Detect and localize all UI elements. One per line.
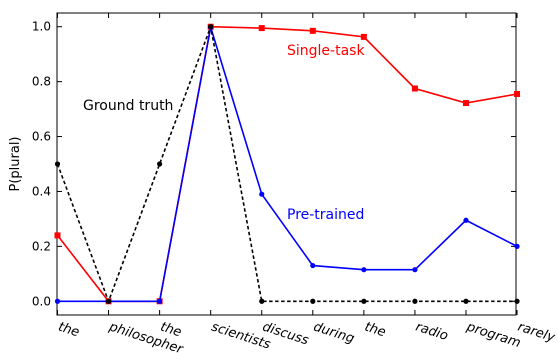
series-label-pre-trained: Pre-trained — [287, 207, 364, 223]
series-line-pre-trained — [57, 27, 518, 303]
data-point-pre-trained — [361, 267, 367, 273]
y-tick-label: 0.4 — [32, 184, 51, 198]
data-point-pre-trained — [412, 267, 418, 273]
y-tick-label: 1.0 — [32, 20, 51, 34]
data-point-ground-truth — [514, 298, 520, 304]
series-label-ground-truth: Ground truth — [83, 98, 173, 114]
y-axis-title: P(plural) — [8, 136, 23, 191]
series-line-single-task — [56, 25, 518, 303]
data-point-ground-truth — [105, 298, 112, 304]
data-point-ground-truth — [463, 298, 469, 304]
x-tick-label: radio — [414, 320, 450, 345]
series-line-ground-truth — [56, 23, 518, 304]
data-point-ground-truth — [412, 298, 418, 304]
data-point-ground-truth — [310, 298, 316, 304]
data-point-ground-truth — [208, 24, 214, 30]
data-point-single-task — [360, 33, 367, 40]
data-point-ground-truth — [259, 298, 265, 304]
series-layer — [54, 23, 521, 305]
data-point-ground-truth — [361, 298, 367, 304]
series-labels: Ground truth Single-task Pre-trained — [83, 43, 365, 223]
x-tick-label: the — [363, 320, 388, 341]
x-tick-label: during — [312, 320, 357, 347]
data-point-single-task — [462, 100, 469, 107]
data-point-single-task — [258, 25, 265, 32]
x-tick-label: rarely — [516, 320, 557, 346]
data-point-single-task — [54, 232, 61, 239]
data-point-pre-trained — [54, 298, 61, 304]
x-tick-label: the — [56, 320, 81, 341]
data-point-single-task — [411, 85, 418, 92]
x-tick-label: program — [464, 319, 523, 351]
x-tick-label: the — [158, 320, 183, 341]
data-point-pre-trained — [157, 298, 163, 304]
y-axis-ticks: 0.0 0.2 0.4 0.6 0.8 1.0 — [32, 20, 516, 308]
data-point-ground-truth — [54, 161, 61, 167]
y-tick-label: 0.0 — [32, 294, 51, 308]
data-point-pre-trained — [310, 262, 316, 269]
data-point-ground-truth — [157, 161, 163, 167]
data-point-single-task — [309, 27, 316, 34]
y-tick-label: 0.2 — [32, 239, 51, 253]
y-tick-label: 0.6 — [32, 130, 51, 144]
data-point-pre-trained — [259, 191, 265, 197]
data-point-pre-trained — [463, 217, 469, 223]
y-tick-label: 0.8 — [32, 75, 51, 89]
data-point-single-task — [514, 90, 521, 97]
data-point-pre-trained — [514, 243, 520, 249]
series-label-single-task: Single-task — [287, 43, 365, 59]
